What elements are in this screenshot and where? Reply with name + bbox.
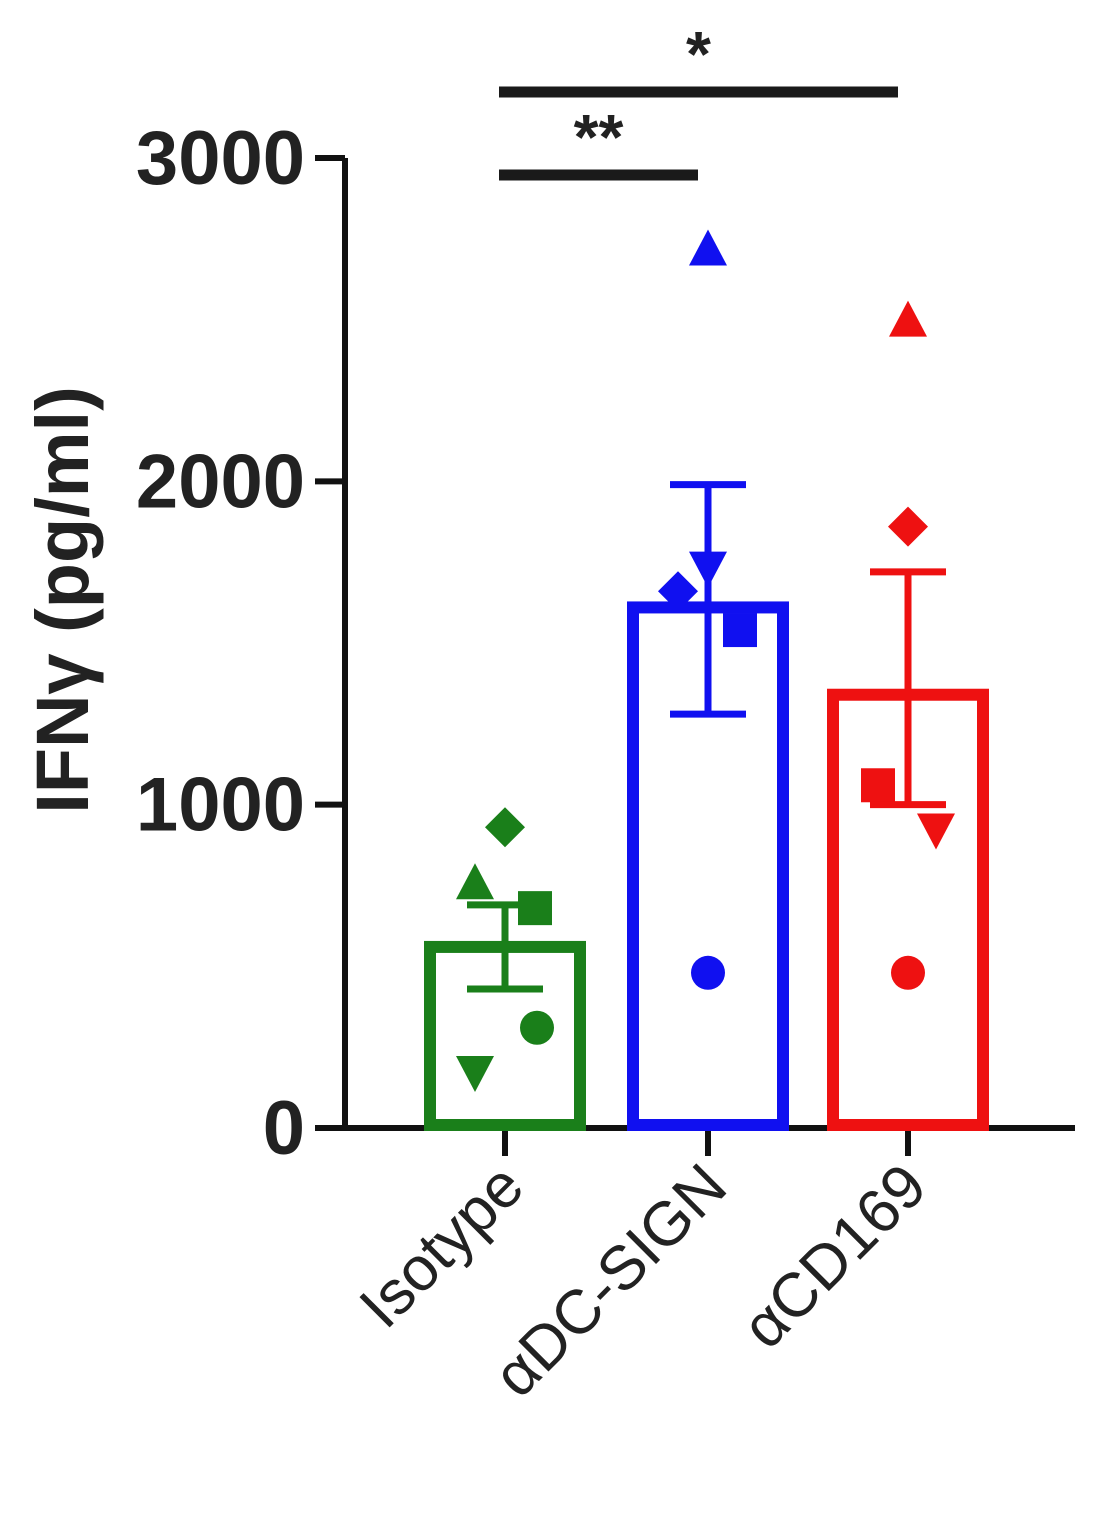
data-point-square bbox=[723, 613, 757, 648]
data-point-triangle-up bbox=[689, 229, 727, 266]
x-tick-label: Isotype bbox=[347, 1151, 537, 1341]
data-point-triangle-down bbox=[456, 1056, 494, 1093]
data-point-circle bbox=[520, 1010, 554, 1045]
error-bars bbox=[467, 481, 946, 993]
y-tick-label: 1000 bbox=[136, 763, 305, 848]
data-points bbox=[456, 229, 955, 1093]
data-point-diamond bbox=[658, 571, 698, 612]
data-point-triangle-down bbox=[917, 813, 955, 850]
data-point-triangle-up bbox=[456, 863, 494, 900]
data-point-diamond bbox=[888, 506, 928, 547]
x-tick-label: αCD169 bbox=[729, 1151, 940, 1362]
data-point-diamond bbox=[485, 807, 525, 848]
significance-label: ** bbox=[574, 101, 624, 173]
significance-brackets: *** bbox=[499, 18, 898, 181]
significance-label: * bbox=[686, 18, 711, 90]
data-point-circle bbox=[691, 955, 725, 990]
data-point-square bbox=[861, 768, 895, 803]
data-point-circle bbox=[891, 955, 925, 990]
y-tick-label: 2000 bbox=[136, 439, 305, 524]
y-tick-label: 3000 bbox=[136, 116, 305, 201]
y-tick-label: 0 bbox=[263, 1086, 305, 1171]
data-point-triangle-up bbox=[889, 300, 927, 337]
y-axis-title: IFNγ (pg/ml) bbox=[21, 386, 104, 814]
